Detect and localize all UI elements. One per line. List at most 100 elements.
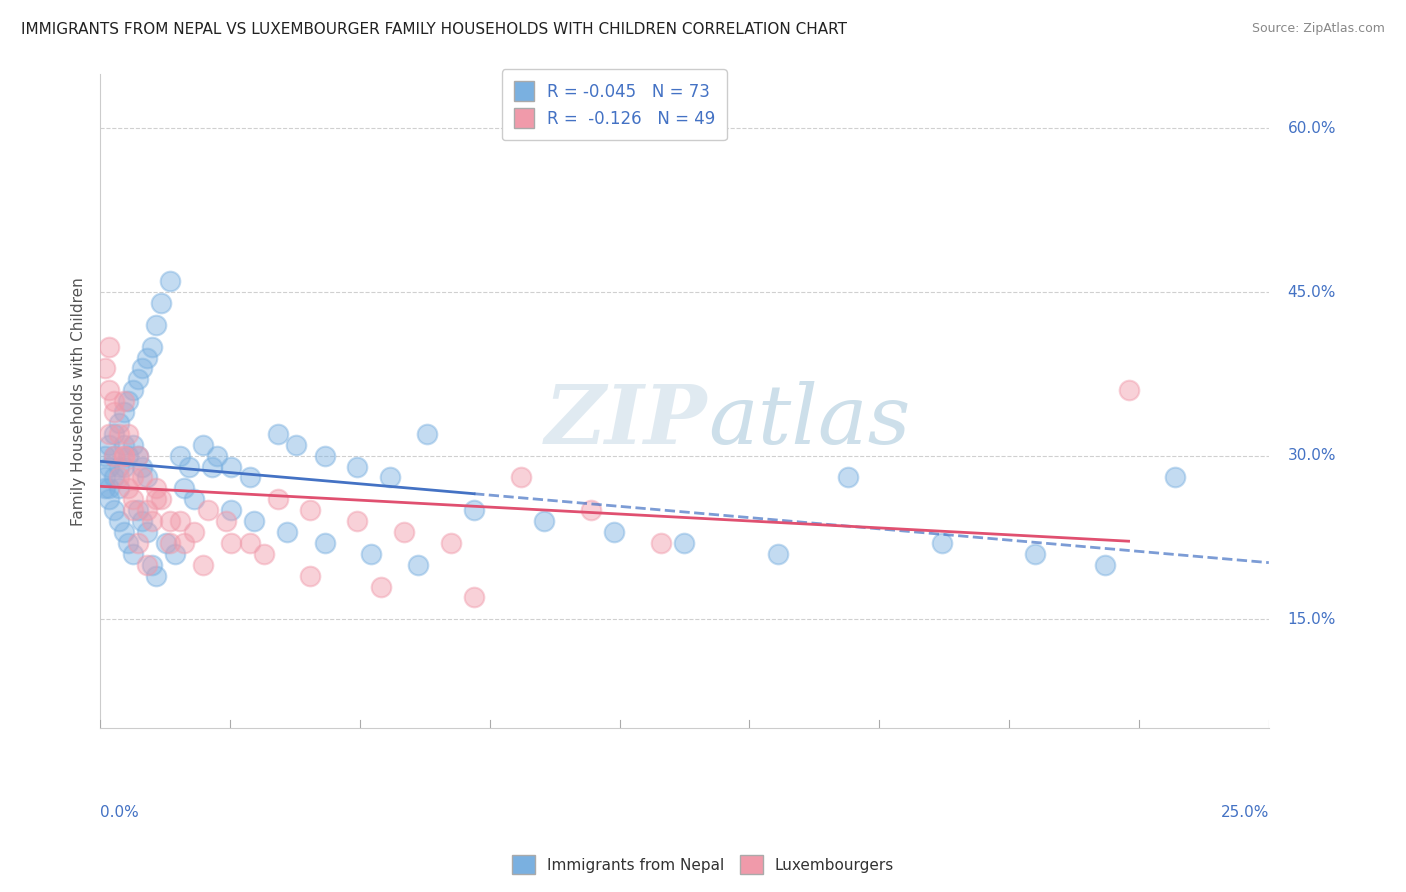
Point: [131, 361, 153, 376]
Point: [346, 459, 368, 474]
Point: [121, 547, 143, 561]
Text: 25.0%: 25.0%: [1220, 805, 1268, 820]
Point: [135, 524, 157, 539]
Point: [131, 514, 153, 528]
Point: [135, 558, 157, 572]
Point: [127, 503, 149, 517]
Point: [579, 503, 602, 517]
Point: [239, 536, 262, 550]
Point: [108, 459, 131, 474]
Point: [108, 470, 131, 484]
Point: [169, 514, 191, 528]
Point: [149, 492, 172, 507]
Point: [135, 470, 157, 484]
Point: [94, 361, 117, 376]
Point: [103, 394, 125, 409]
Point: [215, 514, 238, 528]
Point: [673, 536, 696, 550]
Point: [314, 449, 336, 463]
Text: atlas: atlas: [707, 381, 910, 461]
Point: [392, 524, 415, 539]
Point: [219, 503, 242, 517]
Point: [94, 449, 117, 463]
Point: [121, 470, 143, 484]
Point: [98, 383, 121, 397]
Point: [98, 492, 121, 507]
Point: [98, 459, 121, 474]
Point: [117, 536, 139, 550]
Point: [177, 459, 200, 474]
Point: [183, 492, 205, 507]
Point: [1164, 470, 1187, 484]
Point: [145, 492, 167, 507]
Point: [117, 482, 139, 496]
Point: [159, 514, 181, 528]
Point: [149, 296, 172, 310]
Text: 0.0%: 0.0%: [100, 805, 139, 820]
Point: [533, 514, 555, 528]
Point: [219, 459, 242, 474]
Point: [103, 449, 125, 463]
Point: [98, 340, 121, 354]
Point: [108, 416, 131, 430]
Point: [127, 536, 149, 550]
Point: [1118, 383, 1140, 397]
Point: [121, 383, 143, 397]
Point: [112, 524, 135, 539]
Point: [117, 394, 139, 409]
Point: [117, 449, 139, 463]
Point: [205, 449, 228, 463]
Point: [931, 536, 953, 550]
Point: [112, 449, 135, 463]
Point: [219, 536, 242, 550]
Y-axis label: Family Households with Children: Family Households with Children: [72, 277, 86, 525]
Point: [183, 524, 205, 539]
Point: [406, 558, 429, 572]
Point: [131, 459, 153, 474]
Point: [103, 405, 125, 419]
Point: [173, 536, 195, 550]
Point: [299, 568, 322, 582]
Point: [766, 547, 789, 561]
Text: Source: ZipAtlas.com: Source: ZipAtlas.com: [1251, 22, 1385, 36]
Point: [103, 449, 125, 463]
Point: [108, 514, 131, 528]
Text: 60.0%: 60.0%: [1288, 121, 1336, 136]
Text: 45.0%: 45.0%: [1288, 285, 1336, 300]
Point: [112, 405, 135, 419]
Point: [94, 482, 117, 496]
Point: [440, 536, 463, 550]
Point: [197, 503, 219, 517]
Point: [131, 470, 153, 484]
Point: [163, 547, 186, 561]
Point: [98, 426, 121, 441]
Point: [463, 591, 485, 605]
Point: [1094, 558, 1116, 572]
Point: [253, 547, 276, 561]
Point: [117, 426, 139, 441]
Text: ZIP: ZIP: [546, 381, 707, 461]
Legend: Immigrants from Nepal, Luxembourgers: Immigrants from Nepal, Luxembourgers: [506, 849, 900, 880]
Point: [267, 426, 290, 441]
Point: [159, 274, 181, 288]
Point: [135, 351, 157, 365]
Point: [378, 470, 401, 484]
Point: [299, 503, 322, 517]
Point: [112, 459, 135, 474]
Point: [173, 482, 195, 496]
Point: [141, 558, 163, 572]
Point: [603, 524, 626, 539]
Point: [98, 438, 121, 452]
Point: [267, 492, 290, 507]
Point: [145, 568, 167, 582]
Point: [141, 340, 163, 354]
Legend: R = -0.045   N = 73, R =  -0.126   N = 49: R = -0.045 N = 73, R = -0.126 N = 49: [502, 70, 727, 140]
Point: [108, 426, 131, 441]
Point: [239, 470, 262, 484]
Point: [276, 524, 298, 539]
Text: IMMIGRANTS FROM NEPAL VS LUXEMBOURGER FAMILY HOUSEHOLDS WITH CHILDREN CORRELATIO: IMMIGRANTS FROM NEPAL VS LUXEMBOURGER FA…: [21, 22, 846, 37]
Point: [169, 449, 191, 463]
Point: [112, 449, 135, 463]
Point: [1024, 547, 1046, 561]
Point: [837, 470, 859, 484]
